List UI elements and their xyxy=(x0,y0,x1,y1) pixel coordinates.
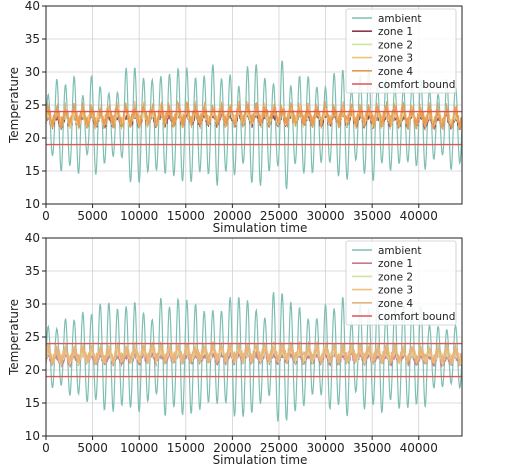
legend-label: comfort bound xyxy=(378,79,455,91)
y-tick-label: 35 xyxy=(25,264,40,278)
x-tick-label: 5000 xyxy=(77,441,108,455)
x-tick-label: 0 xyxy=(42,441,50,455)
y-tick-label: 20 xyxy=(25,363,40,377)
legend-label: zone 1 xyxy=(378,258,413,270)
series-line-zone-4 xyxy=(46,340,462,367)
y-tick-label: 25 xyxy=(25,330,40,344)
series-line-ambient xyxy=(46,60,462,190)
legend-label: zone 4 xyxy=(378,298,413,310)
legend-label: ambient xyxy=(378,245,421,257)
legend-label: zone 2 xyxy=(378,39,413,51)
x-tick-label: 0 xyxy=(42,209,50,223)
y-tick-label: 30 xyxy=(25,65,40,79)
x-tick-label: 25000 xyxy=(260,441,298,455)
chart-panel-2: 10 15 20 25 30 35 40 0 5000 10000 15000 20000 25000 3… xyxy=(7,231,463,465)
y-tick-label: 15 xyxy=(25,164,40,178)
x-axis-label: Simulation time xyxy=(213,221,308,235)
plot-area xyxy=(46,60,462,190)
x-tick-label: 15000 xyxy=(167,209,205,223)
x-tick-label: 25000 xyxy=(260,209,298,223)
y-tick-label: 20 xyxy=(25,131,40,145)
legend-label: zone 3 xyxy=(378,53,413,65)
x-tick-label: 35000 xyxy=(353,209,391,223)
x-tick-label: 30000 xyxy=(306,441,344,455)
legend-label: zone 4 xyxy=(378,66,413,78)
x-tick-label: 10000 xyxy=(120,441,158,455)
y-axis-label: Temperature xyxy=(7,67,21,144)
y-tick-label: 40 xyxy=(25,231,40,245)
y-tick-label: 35 xyxy=(25,32,40,46)
legend-box xyxy=(345,8,457,94)
y-tick-label: 15 xyxy=(25,396,40,410)
x-tick-label: 40000 xyxy=(400,209,438,223)
x-tick-label: 5000 xyxy=(77,209,108,223)
legend-label: ambient xyxy=(378,13,421,25)
x-tick-label: 35000 xyxy=(353,441,391,455)
chart-panel-1: 10 15 20 25 30 35 40 0 5000 10000 15000 20000 25000 3… xyxy=(7,0,463,235)
y-tick-label: 30 xyxy=(25,297,40,311)
x-tick-label: 20000 xyxy=(213,209,251,223)
x-tick-label: 20000 xyxy=(213,441,251,455)
y-tick-label: 25 xyxy=(25,98,40,112)
legend-label: zone 1 xyxy=(378,26,413,38)
legend-label: comfort bound xyxy=(378,311,455,323)
y-tick-label: 10 xyxy=(25,197,40,211)
plot-area xyxy=(46,292,462,422)
series-line-zone-4 xyxy=(46,100,462,131)
x-tick-label: 30000 xyxy=(306,209,344,223)
y-tick-label: 40 xyxy=(25,0,40,13)
x-tick-label: 40000 xyxy=(400,441,438,455)
y-axis-label: Temperature xyxy=(7,299,21,376)
legend-box xyxy=(345,240,457,326)
x-tick-label: 10000 xyxy=(120,209,158,223)
y-tick-label: 10 xyxy=(25,429,40,443)
x-tick-label: 15000 xyxy=(167,441,205,455)
legend-label: zone 2 xyxy=(378,271,413,283)
legend-label: zone 3 xyxy=(378,285,413,297)
x-axis-label: Simulation time xyxy=(213,453,308,465)
